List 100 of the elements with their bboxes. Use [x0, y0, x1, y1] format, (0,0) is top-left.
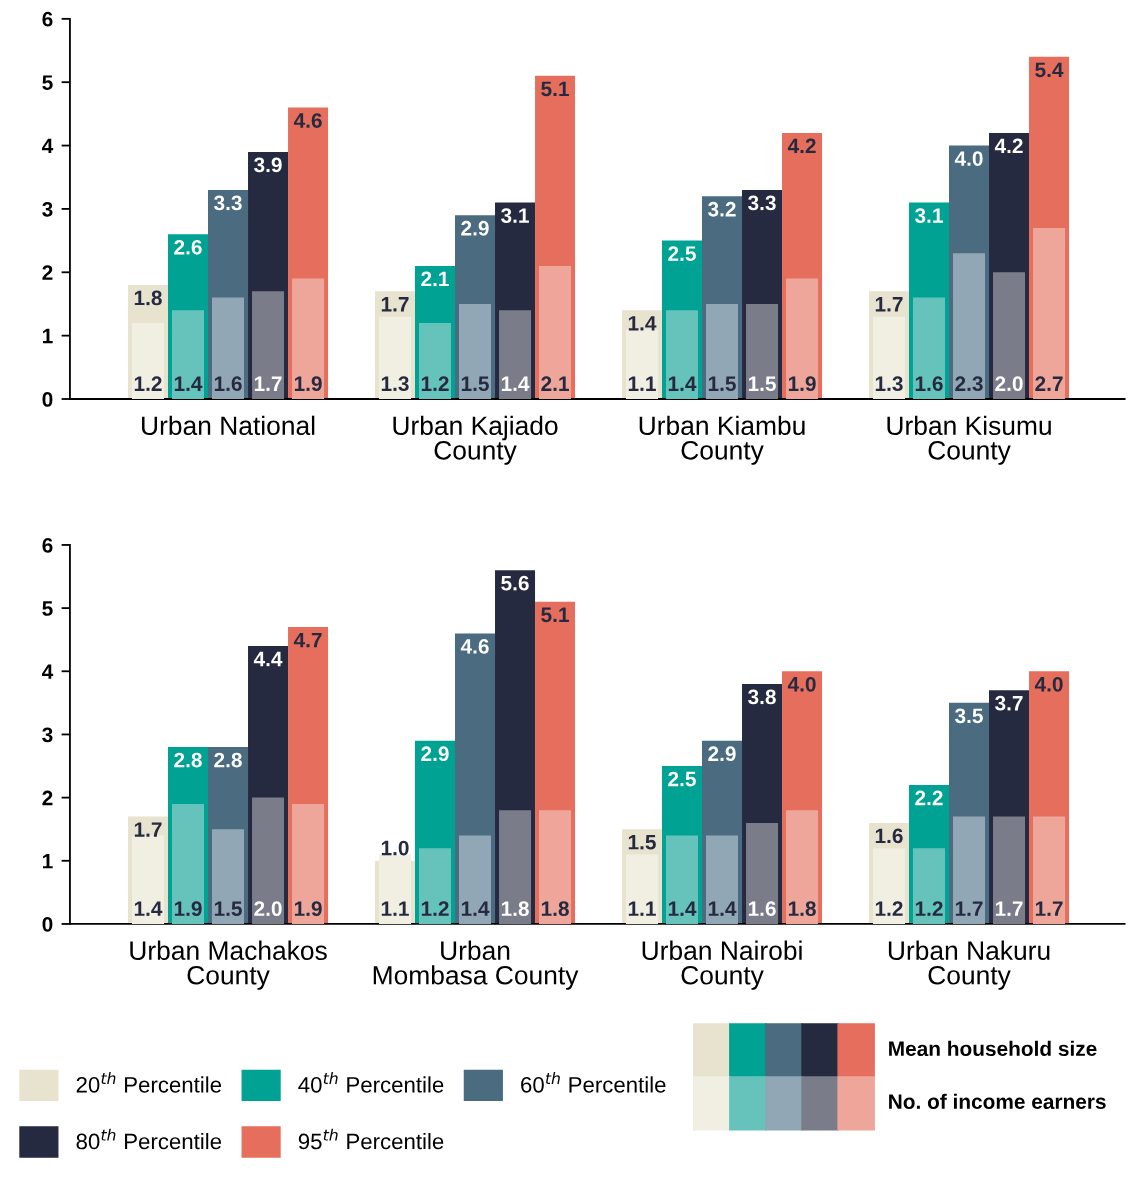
y-tick-label: 6 [42, 537, 53, 553]
data-label: 1.4 [668, 376, 697, 391]
bar [1033, 816, 1066, 924]
data-label: 2.5 [668, 246, 696, 261]
legend-label: 60$^{th}$ Percentile [521, 1072, 666, 1093]
bar [252, 797, 285, 924]
text: Mean household size [889, 1040, 1097, 1057]
data-label: 1.7 [955, 901, 983, 916]
data-label: 2.7 [1035, 376, 1063, 391]
bar [418, 848, 451, 924]
bar [746, 303, 779, 399]
data-label: 1.1 [628, 901, 656, 916]
bar [625, 854, 658, 924]
data-label: 1.7 [381, 297, 409, 312]
data-label: 3.3 [748, 195, 776, 211]
data-label: 1.4 [501, 376, 530, 391]
bar [993, 816, 1026, 924]
data-label: 1.9 [174, 901, 202, 917]
data-label: 2.9 [461, 220, 489, 236]
legend-label: 95$^{th}$ Percentile [298, 1128, 444, 1150]
data-label: 4.7 [293, 632, 322, 648]
data-label: 3.1 [501, 208, 529, 223]
bar [459, 835, 492, 924]
bar [953, 816, 986, 924]
data-label: 1.5 [748, 376, 776, 392]
x-tick-label: Urban Kisumu County [887, 415, 1051, 465]
bar [212, 829, 245, 924]
data-label: 1.3 [381, 376, 409, 392]
data-label: 1.6 [214, 376, 242, 392]
bar [912, 848, 945, 924]
y-tick-label: 4 [42, 138, 54, 154]
bar [1033, 227, 1066, 399]
bar [131, 322, 164, 399]
data-label: 5.1 [541, 607, 569, 623]
data-label: 2.8 [174, 752, 202, 768]
data-label: 1.7 [134, 822, 162, 837]
text: No. of income earners [889, 1093, 1106, 1110]
bar [172, 803, 205, 924]
y-tick-label: 2 [42, 790, 53, 806]
bar [872, 316, 905, 399]
data-label: 5.1 [541, 81, 569, 97]
data-label: 1.5 [628, 835, 656, 850]
data-label: 3.9 [254, 157, 282, 173]
data-label: 1.5 [214, 901, 242, 917]
data-label: 3.7 [995, 695, 1023, 711]
data-label: 3.5 [955, 708, 983, 724]
data-label: 1.1 [628, 376, 656, 391]
data-label: 1.8 [788, 901, 816, 917]
data-label: 3.2 [708, 201, 736, 217]
data-label: 1.4 [461, 901, 490, 916]
bar [378, 854, 411, 924]
data-label: 1.9 [294, 376, 322, 392]
data-label: 2.9 [421, 746, 449, 762]
data-label: 2.9 [708, 746, 736, 762]
bar [786, 278, 819, 399]
data-label: 2.3 [955, 376, 983, 392]
data-label: 1.1 [381, 901, 409, 916]
data-label: 2.8 [214, 752, 242, 768]
bar [459, 303, 492, 399]
bar [292, 803, 325, 924]
data-label: 2.0 [254, 901, 282, 917]
legend-label: 20$^{th}$ Percentile [76, 1072, 222, 1093]
bar [499, 310, 532, 399]
data-label: 1.4 [134, 901, 163, 916]
bar [872, 848, 905, 924]
x-tick-label: Urban Nairobi County [642, 940, 802, 990]
data-label: 1.7 [1035, 901, 1063, 916]
x-tick-label: Urban Machakos County [130, 940, 327, 990]
bar [499, 810, 532, 924]
data-label: 3.3 [214, 195, 242, 211]
data-label: 1.4 [628, 316, 657, 331]
data-label: 3.1 [914, 208, 943, 223]
bar [953, 253, 986, 399]
data-label: 5.6 [501, 575, 529, 591]
bar [993, 272, 1026, 399]
bar [131, 835, 164, 924]
y-tick-label: 1 [43, 328, 53, 344]
data-label: 1.8 [134, 290, 162, 306]
data-label: 2.5 [668, 771, 696, 787]
bar [292, 278, 325, 399]
data-label: 1.0 [381, 840, 409, 856]
bar [786, 810, 819, 924]
bar [665, 835, 698, 924]
data-label: 2.2 [915, 790, 943, 806]
y-tick-label: 5 [42, 75, 53, 90]
legend-label: 80$^{th}$ Percentile [76, 1128, 222, 1150]
data-label: 1.3 [875, 376, 903, 392]
data-label: 1.6 [915, 376, 943, 392]
x-tick-label: Urban Kajiado County [393, 415, 558, 465]
data-label: 1.2 [421, 901, 449, 916]
y-tick-label: 5 [42, 601, 53, 616]
data-label: 1.5 [461, 376, 489, 392]
data-label: 1.2 [875, 901, 903, 916]
y-tick-label: 1 [43, 854, 53, 869]
bar [418, 322, 451, 399]
data-label: 2.6 [174, 239, 202, 255]
bar [746, 822, 779, 924]
data-label: 1.4 [708, 901, 737, 916]
data-label: 1.7 [254, 376, 282, 391]
data-label: 4.4 [253, 651, 283, 667]
